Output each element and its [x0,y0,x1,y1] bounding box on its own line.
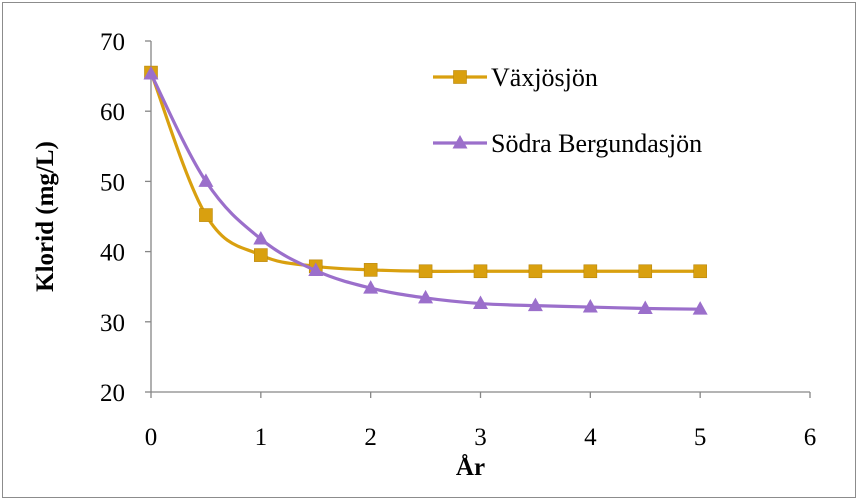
x-tick-label: 3 [474,424,487,451]
series-vaxjosjon [144,65,707,279]
series-vaxjosjon-point [254,248,268,262]
legend-item-vaxjosjon-marker [453,70,467,84]
y-tick-label: 20 [100,380,125,407]
series-vaxjosjon-point [418,264,433,279]
x-axis-title: År [456,453,485,481]
series-sodra-bergundasjon [143,65,708,315]
x-axis-ticks: 0 1 2 3 4 5 6 [145,392,817,451]
y-axis-ticks: 20 30 40 50 60 70 [100,29,151,407]
series-sodra-bergundasjon-point [418,289,434,304]
legend-item-vaxjosjon: Växjösjön [433,63,598,92]
legend-item-vaxjosjon-label: Växjösjön [491,63,598,92]
series-sodra-bergundasjon-point [582,299,598,313]
series-vaxjosjon-point [583,264,598,279]
series-sodra-bergundasjon-point [253,230,269,245]
line-chart: 0 1 2 3 4 5 6 20 30 40 50 60 70 År Klorid (mg/L) Vä… [32,29,816,481]
x-tick-label: 6 [804,424,817,451]
y-tick-label: 40 [100,240,125,267]
series-sodra-bergundasjon-point [198,173,214,187]
legend-item-sodra-bergundasjon-label: Södra Bergundasjön [491,129,702,158]
series-vaxjosjon-point [528,264,543,279]
axes: 0 1 2 3 4 5 6 20 30 40 50 60 70 [100,29,816,451]
legend-item-sodra-bergundasjon: Södra Bergundasjön [433,129,702,158]
series-vaxjosjon-line [149,72,701,273]
series-sodra-bergundasjon-point [473,295,488,310]
series-layer [143,65,708,315]
legend: Växjösjön Södra Bergundasjön [433,63,702,158]
series-sodra-bergundasjon-point [637,300,653,314]
x-tick-label: 4 [584,424,597,451]
series-vaxjosjon-point [199,208,213,222]
x-tick-label: 1 [255,424,268,451]
y-tick-label: 50 [100,169,125,196]
x-tick-label: 0 [145,424,158,451]
series-vaxjosjon-point [638,264,653,279]
series-vaxjosjon-point [693,264,707,279]
series-sodra-bergundasjon-point [692,301,708,315]
y-axis-title: Klorid (mg/L) [32,141,59,292]
series-sodra-bergundasjon-point [527,297,543,312]
x-tick-label: 5 [694,424,707,451]
x-tick-label: 2 [364,424,377,451]
series-vaxjosjon-point [473,264,488,279]
y-tick-label: 60 [100,99,125,126]
series-sodra-bergundasjon-line [149,73,701,311]
y-tick-label: 70 [100,29,125,56]
series-vaxjosjon-point [363,263,378,277]
series-sodra-bergundasjon-point [308,262,324,277]
series-sodra-bergundasjon-point [363,280,379,294]
series-sodra-bergundasjon-point [143,65,159,80]
y-tick-label: 30 [100,310,125,337]
legend-item-sodra-bergundasjon-marker [452,135,468,149]
